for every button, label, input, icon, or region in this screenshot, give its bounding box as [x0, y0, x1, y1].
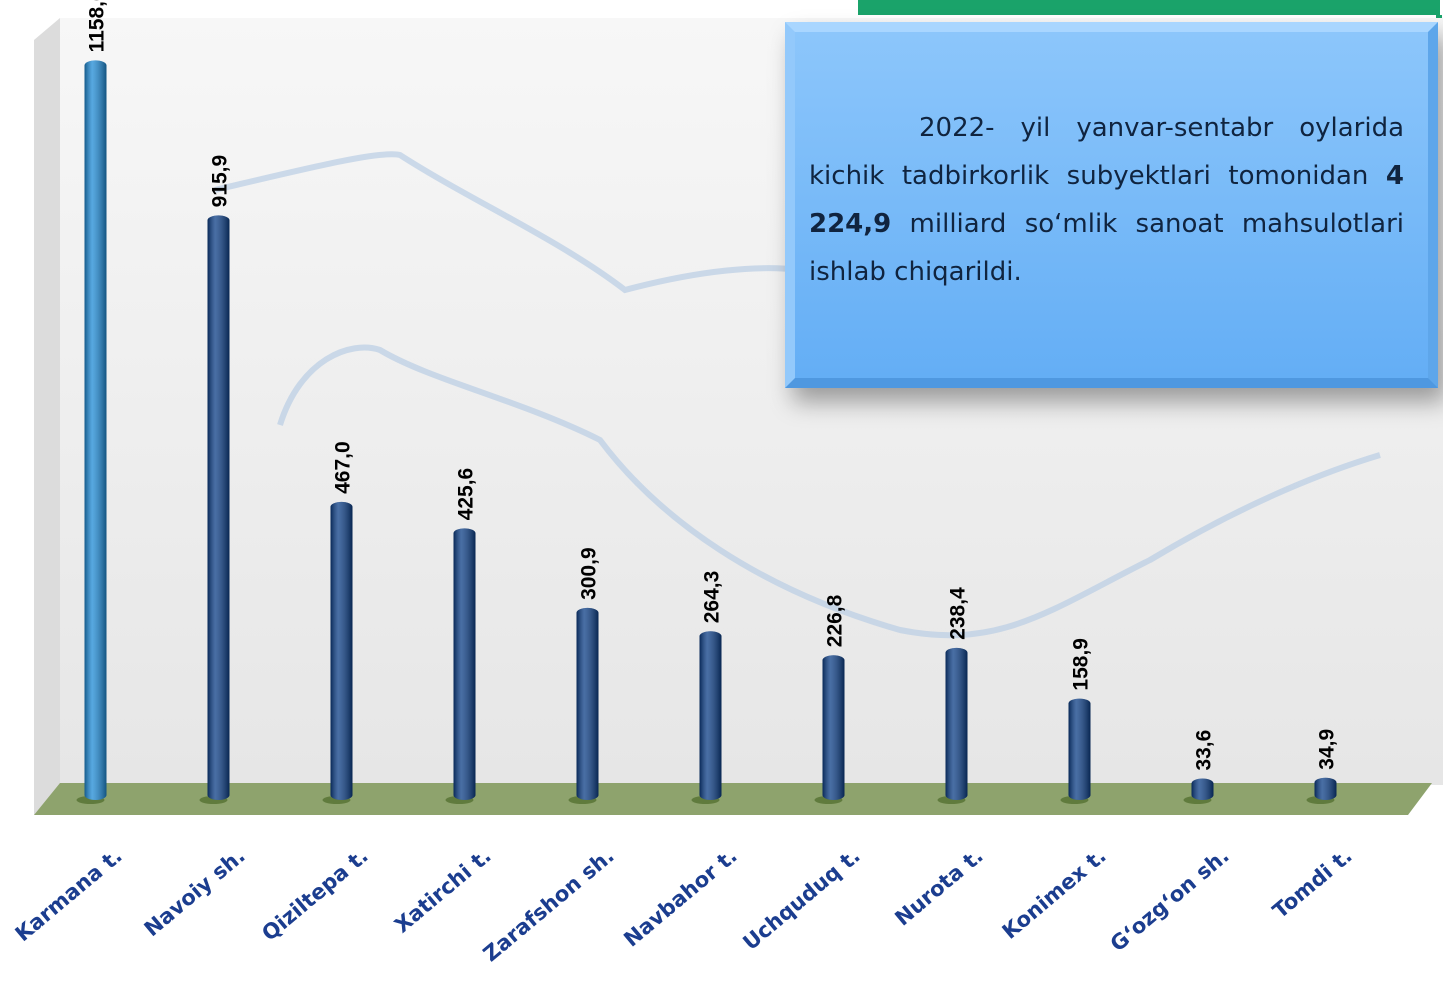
x-tick-label: Qiziltepa t.: [257, 843, 372, 945]
x-tick-label: Nurota t.: [890, 843, 987, 930]
bar-shade: [699, 631, 722, 800]
annotation: 2022- yil yanvar-sentabr oylarida kichik…: [809, 104, 1404, 296]
header-band: [858, 0, 1440, 15]
x-tick-label: G‘ozg‘on sh.: [1106, 843, 1234, 956]
bar-shade: [822, 655, 845, 800]
x-tick-label: Uchquduq t.: [738, 843, 864, 954]
value-label: 264,3: [701, 571, 724, 624]
bar-shade: [1314, 777, 1337, 800]
x-tick-label: Navbahor t.: [619, 843, 741, 951]
value-label: 33,6: [1193, 730, 1216, 771]
x-tick-label: Xatirchi t.: [390, 843, 496, 937]
value-label: 300,9: [578, 547, 601, 600]
value-label: 425,6: [455, 468, 478, 521]
floor: [34, 783, 1432, 815]
bar-shade: [1191, 778, 1214, 800]
annotation-text: milliard so‘mlik sanoat mahsulotlari ish…: [809, 209, 1404, 287]
value-label: 915,9: [209, 155, 232, 208]
annotation-text: 2022- yil yanvar-sentabr oylarida kichik…: [809, 113, 1404, 191]
bar-shade: [453, 528, 476, 800]
value-label: 226,8: [824, 594, 847, 647]
value-label: 1158,6: [86, 0, 109, 52]
value-label: 158,9: [1070, 638, 1093, 691]
x-tick-label: Tomdi t.: [1268, 843, 1357, 923]
x-tick-label: Navoiy sh.: [140, 843, 250, 941]
bar-shade: [945, 647, 968, 800]
bar-shade: [330, 501, 353, 800]
annotation-highlight: 4 224,9: [809, 161, 1404, 239]
x-tick-label: Karmana t.: [11, 843, 127, 946]
side-wall: [34, 18, 60, 815]
value-label: 34,9: [1316, 729, 1339, 770]
bar-shade: [84, 60, 107, 800]
value-label: 238,4: [947, 587, 970, 640]
bar-shade: [576, 607, 599, 800]
x-tick-label: Konimex t.: [998, 843, 1111, 943]
map-outline: [214, 151, 1381, 639]
value-label: 467,0: [332, 441, 355, 494]
bar-shade: [1068, 698, 1091, 800]
annotation-box: 2022- yil yanvar-sentabr oylarida kichik…: [785, 22, 1438, 388]
bar-shade: [207, 215, 230, 801]
x-tick-label: Zarafshon sh.: [479, 843, 619, 966]
